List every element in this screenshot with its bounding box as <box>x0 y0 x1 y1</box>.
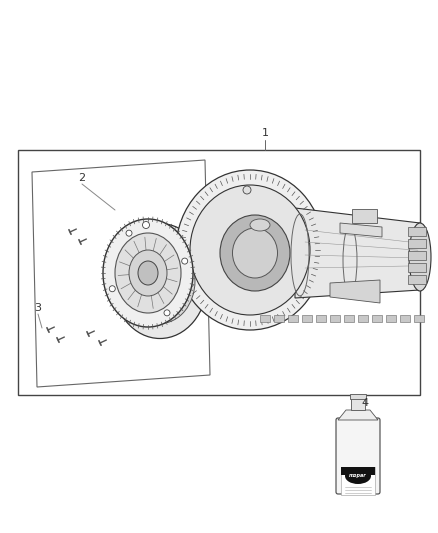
Ellipse shape <box>115 233 181 313</box>
Bar <box>18 150 420 395</box>
Circle shape <box>126 230 132 236</box>
Bar <box>408 275 426 284</box>
Text: 3: 3 <box>35 303 42 313</box>
Bar <box>408 251 426 260</box>
Text: 1: 1 <box>261 128 268 138</box>
Bar <box>386 315 396 322</box>
Text: mopar: mopar <box>349 473 367 479</box>
Circle shape <box>243 186 251 194</box>
Ellipse shape <box>138 261 158 285</box>
Bar <box>302 315 312 322</box>
Bar <box>274 315 284 322</box>
Ellipse shape <box>345 468 371 484</box>
Bar <box>352 209 377 223</box>
Ellipse shape <box>409 223 431 291</box>
Ellipse shape <box>125 238 195 324</box>
Ellipse shape <box>190 185 310 315</box>
Bar <box>351 397 365 410</box>
Text: 2: 2 <box>78 173 85 183</box>
Circle shape <box>142 222 149 229</box>
Bar <box>350 394 366 399</box>
Ellipse shape <box>113 223 208 338</box>
Bar <box>358 315 368 322</box>
Bar <box>344 315 354 322</box>
Bar <box>408 263 426 272</box>
Bar <box>372 315 382 322</box>
Ellipse shape <box>176 170 324 330</box>
FancyBboxPatch shape <box>336 418 380 494</box>
Bar <box>260 315 270 322</box>
Ellipse shape <box>139 255 181 307</box>
Bar <box>341 467 375 475</box>
Polygon shape <box>295 208 420 298</box>
Polygon shape <box>32 160 210 387</box>
Bar <box>414 315 424 322</box>
Ellipse shape <box>220 215 290 291</box>
Ellipse shape <box>233 228 278 278</box>
Bar <box>408 239 426 248</box>
Bar <box>330 315 340 322</box>
Bar <box>341 467 375 495</box>
Bar <box>408 227 426 236</box>
Circle shape <box>182 258 188 264</box>
Ellipse shape <box>129 250 167 296</box>
Polygon shape <box>338 410 378 420</box>
Polygon shape <box>340 223 382 237</box>
Bar <box>288 315 298 322</box>
Ellipse shape <box>250 219 270 231</box>
Bar <box>400 315 410 322</box>
Circle shape <box>110 286 115 292</box>
Ellipse shape <box>103 219 193 327</box>
Polygon shape <box>330 280 380 303</box>
Bar <box>316 315 326 322</box>
Circle shape <box>164 310 170 316</box>
Text: 4: 4 <box>361 398 368 408</box>
